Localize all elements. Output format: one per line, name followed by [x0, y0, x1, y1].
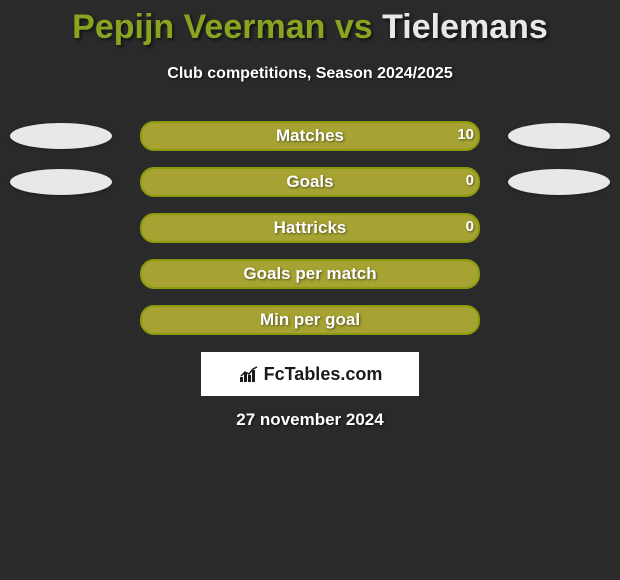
- stat-label: Min per goal: [260, 310, 360, 330]
- stats-rows: Matches 10 Goals 0 Hattricks 0 Goals per match…: [0, 121, 620, 351]
- player2-name: Tielemans: [382, 8, 548, 46]
- player2-stat-ellipse: [508, 169, 610, 195]
- stat-value: 10: [457, 126, 474, 143]
- stat-label: Goals per match: [243, 264, 376, 284]
- logo-text: FcTables.com: [264, 364, 383, 385]
- player1-stat-ellipse: [10, 169, 112, 195]
- chart-icon: [238, 365, 260, 383]
- subtitle: Club competitions, Season 2024/2025: [0, 65, 620, 83]
- stat-row: Hattricks 0: [0, 213, 620, 259]
- logo: FcTables.com: [238, 364, 383, 385]
- stat-row: Goals 0: [0, 167, 620, 213]
- stat-label: Matches: [276, 126, 344, 146]
- date-text: 27 november 2024: [236, 410, 383, 430]
- stat-row: Goals per match: [0, 259, 620, 305]
- player1-name: Pepijn Veerman: [72, 8, 325, 46]
- stat-label: Hattricks: [274, 218, 347, 238]
- stat-value: 0: [466, 218, 474, 235]
- stat-row: Matches 10: [0, 121, 620, 167]
- vs-text: vs: [335, 8, 373, 46]
- stat-value: 0: [466, 172, 474, 189]
- player1-stat-ellipse: [10, 123, 112, 149]
- stat-row: Min per goal: [0, 305, 620, 351]
- player2-stat-ellipse: [508, 123, 610, 149]
- stat-label: Goals: [286, 172, 333, 192]
- logo-box: FcTables.com: [201, 352, 419, 396]
- comparison-title: Pepijn Veerman vs Tielemans: [0, 0, 620, 47]
